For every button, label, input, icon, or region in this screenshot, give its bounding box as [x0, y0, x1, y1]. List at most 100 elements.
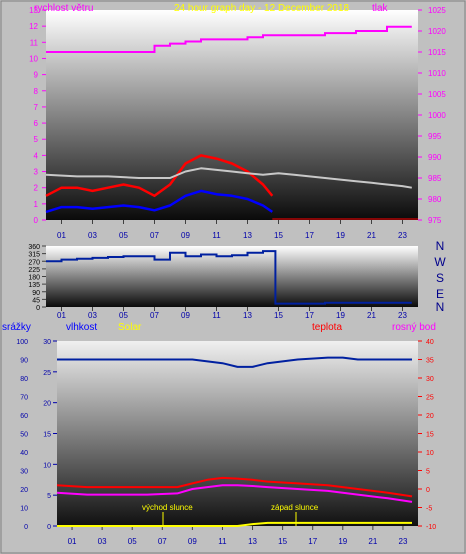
x-tick-label: 11 [218, 537, 227, 546]
x-tick-label: 01 [57, 311, 66, 320]
humidity-plot-area [57, 341, 418, 526]
pressure-label: tlak [372, 3, 389, 14]
temperature-label: teplota [312, 322, 342, 333]
x-tick-label: 23 [399, 537, 408, 546]
temperature-y-tick-label: 0 [426, 487, 430, 494]
x-tick-label: 13 [248, 537, 257, 546]
rain-y-tick-label: 25 [43, 370, 51, 377]
x-tick-label: 13 [243, 311, 252, 320]
humidity-y-tick-label: 60 [20, 413, 28, 420]
humidity-y-tick-label: 100 [16, 339, 28, 346]
wind-plot-area [46, 10, 418, 220]
pressure-y-tick-label: 1010 [428, 69, 446, 78]
rain-y-tick-label: 0 [47, 524, 51, 531]
wind-y-tick-label: 8 [34, 87, 39, 96]
rain-y-tick-label: 30 [43, 339, 51, 346]
direction-y-tick-label: 135 [28, 282, 40, 289]
wind-y-tick-label: 13 [29, 6, 38, 15]
gust-line [45, 154, 274, 198]
compass-letter-n: N [436, 300, 445, 314]
x-tick-label: 03 [88, 231, 97, 240]
temperature-y-tick-label: 5 [426, 469, 430, 476]
temperature-y-tick-label: 30 [426, 376, 434, 383]
x-tick-label: 09 [181, 231, 190, 240]
rain-label: srážky [2, 322, 31, 333]
humidity-line [57, 356, 412, 368]
chart-title: 24 hour graph day - 12 December 2018 [174, 3, 350, 14]
humidity-y-tick-label: 80 [20, 376, 28, 383]
direction-y-tick-label: 0 [36, 305, 40, 312]
rain-y-tick-label: 20 [43, 401, 51, 408]
wind-y-tick-label: 10 [29, 54, 38, 63]
wind-speed-label: rychlost větru [34, 3, 93, 14]
pressure-line [46, 25, 412, 53]
x-tick-label: 23 [398, 311, 407, 320]
temperature-y-tick-label: -10 [426, 524, 436, 531]
pressure-y-tick-label: 1020 [428, 27, 446, 36]
x-tick-label: 17 [305, 231, 314, 240]
x-tick-label: 21 [368, 537, 377, 546]
compass-letter-e: E [436, 287, 444, 301]
humidity-y-tick-label: 20 [20, 487, 28, 494]
pressure-y-tick-label: 1025 [428, 6, 446, 15]
wind-y-tick-label: 4 [34, 151, 39, 160]
compass-letter-n: N [436, 239, 445, 253]
wind-y-tick-label: 6 [34, 119, 39, 128]
x-tick-label: 11 [212, 311, 221, 320]
x-tick-label: 13 [243, 231, 252, 240]
x-tick-label: 01 [57, 231, 66, 240]
pressure-y-tick-label: 1000 [428, 111, 446, 120]
x-tick-label: 05 [119, 231, 128, 240]
x-tick-label: 17 [305, 311, 314, 320]
pressure-y-tick-label: 1015 [428, 48, 446, 57]
x-tick-label: 03 [88, 311, 97, 320]
x-tick-label: 17 [308, 537, 317, 546]
x-tick-label: 21 [367, 311, 376, 320]
humidity-y-tick-label: 70 [20, 395, 28, 402]
pressure-y-tick-label: 995 [428, 132, 442, 141]
compass-letter-w: W [434, 255, 446, 269]
rain-y-tick-label: 15 [43, 432, 51, 439]
compass-letter-s: S [436, 271, 444, 285]
x-tick-label: 07 [158, 537, 167, 546]
outdoor-line [45, 167, 412, 189]
temperature-y-tick-label: 40 [426, 339, 434, 346]
direction-y-tick-label: 360 [28, 244, 40, 251]
x-tick-label: 15 [274, 311, 283, 320]
direction-y-tick-label: 315 [28, 252, 40, 259]
wind-y-tick-label: 7 [34, 103, 39, 112]
x-tick-label: 05 [119, 311, 128, 320]
humidity-y-tick-label: 0 [24, 524, 28, 531]
humidity-y-tick-label: 10 [20, 506, 28, 513]
wind-y-tick-label: 2 [34, 184, 39, 193]
humidity-y-tick-label: 90 [20, 358, 28, 365]
rain-y-tick-label: 10 [43, 462, 51, 469]
wind-average-line [45, 189, 274, 214]
direction-y-tick-label: 270 [28, 259, 40, 266]
x-tick-label: 19 [338, 537, 347, 546]
temperature-y-tick-label: 25 [426, 395, 434, 402]
solar-label: Solar [118, 322, 142, 333]
wind-y-tick-label: 1 [34, 200, 39, 209]
humidity-y-tick-label: 40 [20, 450, 28, 457]
wind-y-tick-label: 5 [34, 135, 39, 144]
pressure-y-tick-label: 985 [428, 174, 442, 183]
x-tick-label: 09 [181, 311, 190, 320]
x-tick-label: 15 [278, 537, 287, 546]
x-tick-label: 07 [150, 231, 159, 240]
direction-y-tick-label: 45 [32, 297, 40, 304]
temperature-y-tick-label: 10 [426, 450, 434, 457]
x-tick-label: 05 [128, 537, 137, 546]
pressure-y-tick-label: 990 [428, 153, 442, 162]
x-tick-label: 11 [212, 231, 221, 240]
pressure-y-tick-label: 980 [428, 195, 442, 204]
x-tick-label: 21 [367, 231, 376, 240]
x-tick-label: 23 [398, 231, 407, 240]
solar-line [57, 521, 412, 527]
temperature-y-tick-label: 20 [426, 413, 434, 420]
sunset-annotation: západ slunce [271, 503, 319, 512]
x-tick-label: 03 [98, 537, 107, 546]
